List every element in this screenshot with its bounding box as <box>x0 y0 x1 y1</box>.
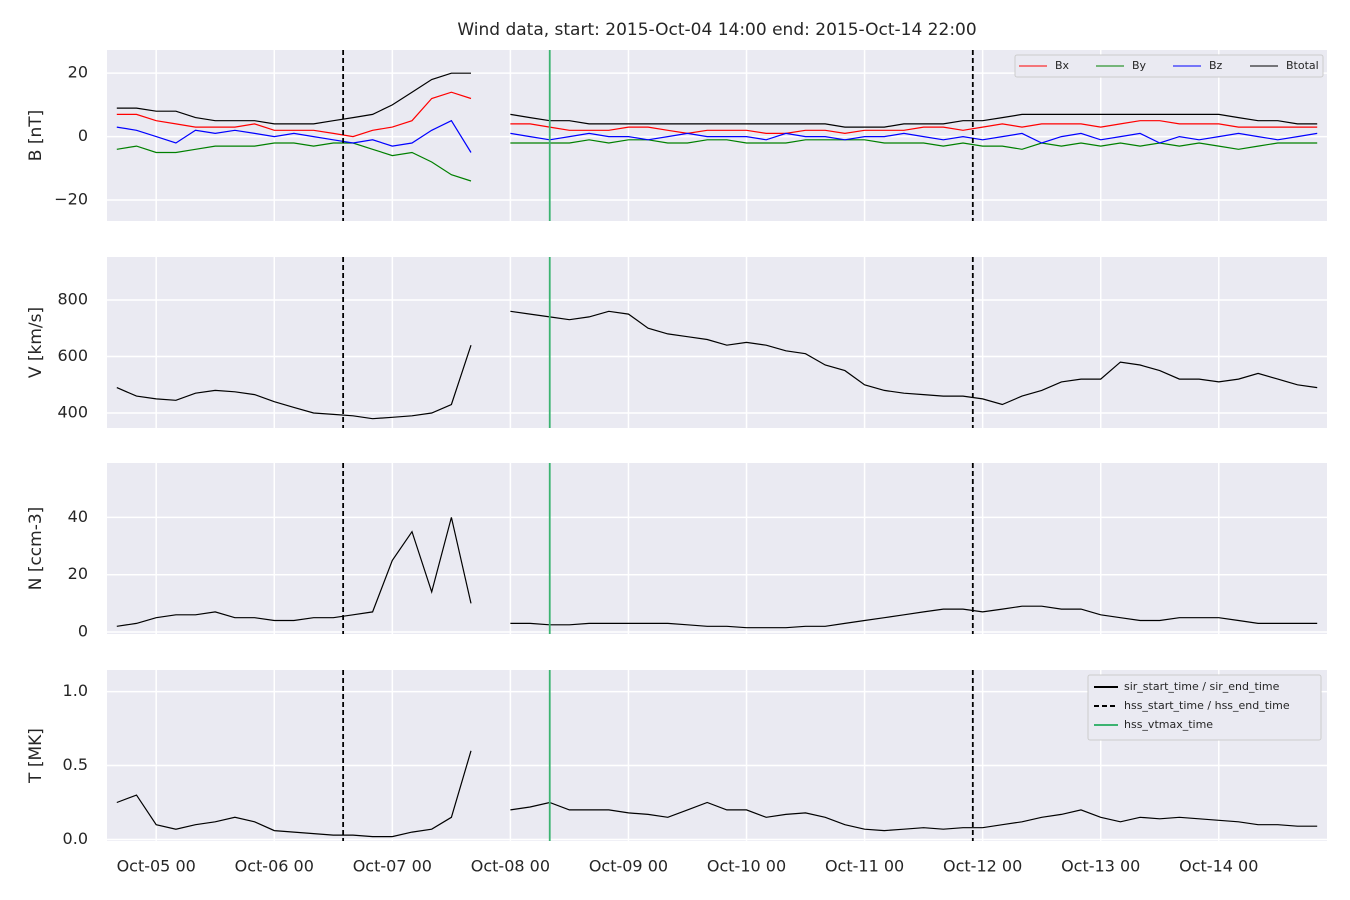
y-tick-label: 0.0 <box>63 829 88 848</box>
legend-label: Btotal <box>1286 59 1319 72</box>
x-tick-label: Oct-10 00 <box>707 857 786 876</box>
x-tick-label: Oct-12 00 <box>943 857 1022 876</box>
legend-box <box>1014 54 1324 78</box>
y-tick-label: 0 <box>78 126 88 145</box>
legend-label: By <box>1132 59 1147 72</box>
y-tick-label: −20 <box>54 190 88 209</box>
legend-label: Bz <box>1209 59 1223 72</box>
x-tick-label: Oct-08 00 <box>471 857 550 876</box>
legend-label: sir_start_time / sir_end_time <box>1124 680 1280 693</box>
figure-title: Wind data, start: 2015-Oct-04 14:00 end:… <box>457 20 976 40</box>
legend-label: hss_vtmax_time <box>1124 718 1213 731</box>
x-tick-label: Oct-14 00 <box>1179 857 1258 876</box>
legend-label: Bx <box>1055 59 1070 72</box>
x-tick-label: Oct-11 00 <box>825 857 904 876</box>
data-line <box>116 517 1318 629</box>
x-tick-label: Oct-13 00 <box>1061 857 1140 876</box>
y-axis-label: N [ccm-3] <box>26 507 46 591</box>
y-axis-label: T [MK] <box>26 728 46 784</box>
data-line <box>116 750 1318 838</box>
y-tick-label: 20 <box>68 63 88 82</box>
x-tick-label: Oct-07 00 <box>353 857 432 876</box>
y-tick-label: 600 <box>57 346 88 365</box>
y-tick-label: 800 <box>57 289 88 308</box>
y-tick-label: 1.0 <box>63 681 88 700</box>
y-tick-label: 0.5 <box>63 755 88 774</box>
legend-label: hss_start_time / hss_end_time <box>1124 699 1290 712</box>
x-tick-label: Oct-05 00 <box>117 857 196 876</box>
y-tick-label: 20 <box>68 564 88 583</box>
y-tick-label: 400 <box>57 403 88 422</box>
data-line <box>116 310 1318 420</box>
x-tick-label: Oct-06 00 <box>235 857 314 876</box>
plot-area <box>107 463 1327 634</box>
y-axis-label: B [nT] <box>26 110 46 162</box>
data-line <box>116 72 1318 128</box>
y-tick-label: 0 <box>78 621 88 640</box>
data-line <box>116 119 1318 153</box>
x-tick-label: Oct-09 00 <box>589 857 668 876</box>
y-tick-label: 40 <box>68 507 88 526</box>
y-axis-label: V [km/s] <box>26 307 46 378</box>
legend-box <box>1087 674 1322 741</box>
data-line <box>116 91 1318 138</box>
